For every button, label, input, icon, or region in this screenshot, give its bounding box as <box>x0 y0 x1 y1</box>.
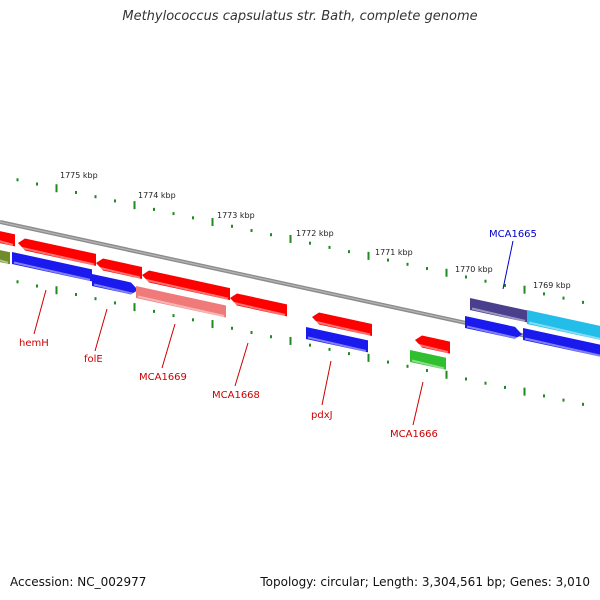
gene-blue-1-shading <box>13 261 91 281</box>
gene-red-5 <box>312 312 372 337</box>
callout-line <box>502 240 514 290</box>
gene-cyan-9 <box>527 310 600 340</box>
scale-label: 1773 kbp <box>217 211 255 220</box>
gene-blue-2 <box>92 274 138 296</box>
gene-blue-4 <box>306 327 368 353</box>
gene-blue-2-body <box>92 274 138 295</box>
gene-red-0-body <box>0 231 15 247</box>
page-title: Methylococcus capsulatus str. Bath, comp… <box>122 9 478 24</box>
gene-blue-1 <box>12 252 92 282</box>
gene-blue-7 <box>523 328 600 357</box>
gene-red-6-body <box>415 335 450 354</box>
gene-label: pdxJ <box>311 410 333 421</box>
gene-blue-4-body <box>306 327 368 353</box>
callout-line <box>412 381 424 426</box>
gene-green-5-body <box>410 350 446 370</box>
gene-label: MCA1669 <box>139 372 187 383</box>
gene-red-2-body <box>96 258 142 279</box>
gene-olive-0-shading <box>0 259 9 264</box>
callout-line <box>321 360 332 406</box>
gene-red-2 <box>96 258 142 279</box>
gene-navy-8-shading <box>471 307 526 322</box>
gene-pink-3 <box>136 286 226 318</box>
gene-red-1 <box>18 238 96 266</box>
scale-label: 1770 kbp <box>455 265 493 274</box>
inner-tick-row <box>16 280 584 406</box>
scale-label: 1769 kbp <box>533 281 571 290</box>
gene-red-6-shading <box>416 343 449 354</box>
gene-red-4-shading <box>231 301 286 316</box>
gene-blue-6 <box>465 316 522 340</box>
gene-navy-8-body <box>470 298 527 323</box>
gene-navy-8 <box>470 298 527 323</box>
gene-olive-0-body <box>0 250 10 265</box>
scale-label: 1771 kbp <box>375 248 413 257</box>
scale-label: 1774 kbp <box>138 191 176 200</box>
gene-blue-6-shading <box>466 325 521 340</box>
topology-label: Topology: circular; Length: 3,304,561 bp… <box>260 575 590 589</box>
callout-line <box>94 308 108 352</box>
gene-red-1-shading <box>19 246 95 266</box>
gene-green-5-shading <box>411 359 445 370</box>
gene-red-1-body <box>18 238 96 266</box>
gene-olive-0 <box>0 250 10 265</box>
gene-red-4-body <box>230 293 287 317</box>
gene-red-4 <box>230 293 287 317</box>
gene-label: MCA1665 <box>489 229 537 240</box>
gene-red-3-shading <box>143 278 229 300</box>
gene-pink-3-shading <box>137 295 225 317</box>
gene-red-3 <box>142 270 230 301</box>
gene-red-6 <box>415 335 450 354</box>
gene-cyan-9-body <box>527 310 600 340</box>
gene-label: folE <box>84 354 103 365</box>
gene-pink-3-body <box>136 286 226 318</box>
gene-label: MCA1668 <box>212 390 260 401</box>
gene-cyan-9-shading <box>528 321 600 340</box>
gene-blue-7-shading <box>524 337 600 357</box>
outer-tick-row <box>16 178 584 304</box>
callout-line <box>161 323 176 369</box>
scale-label: 1775 kbp <box>60 171 98 180</box>
gene-red-5-body <box>312 312 372 337</box>
gene-label: hemH <box>19 338 49 349</box>
callout-line <box>33 289 47 335</box>
accession-label: Accession: NC_002977 <box>10 575 147 589</box>
gene-red-3-body <box>142 270 230 301</box>
gene-green-5 <box>410 350 446 370</box>
gene-red-5-shading <box>313 320 371 336</box>
gene-red-0-shading <box>0 240 14 246</box>
gene-blue-6-body <box>465 316 522 339</box>
gene-blue-2-shading <box>93 283 137 296</box>
gene-red-0 <box>0 231 15 247</box>
gene-blue-1-body <box>12 252 92 282</box>
gene-label: MCA1666 <box>390 429 438 440</box>
scale-label: 1772 kbp <box>296 229 334 238</box>
gene-blue-7-body <box>523 328 600 357</box>
callout-line <box>234 342 249 387</box>
gene-blue-4-shading <box>307 336 367 352</box>
gene-red-2-shading <box>97 266 141 279</box>
